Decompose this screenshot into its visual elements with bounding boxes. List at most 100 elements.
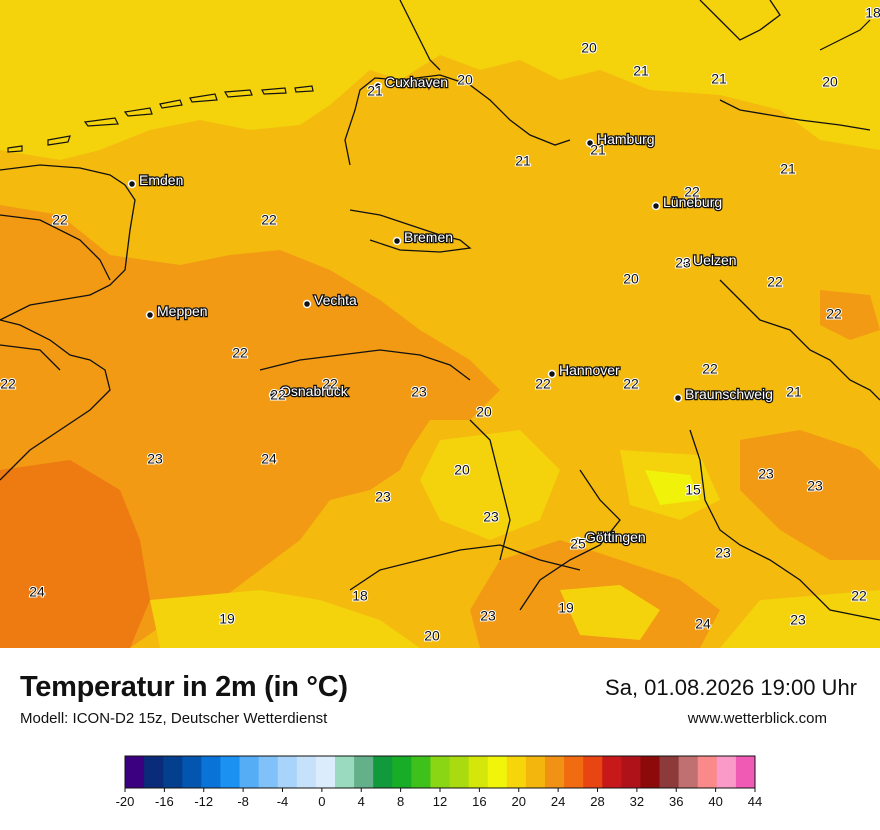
temperature-value: 22 — [261, 212, 277, 228]
city-marker — [651, 201, 661, 211]
city-marker — [373, 81, 383, 91]
city-marker — [585, 138, 595, 148]
legend-swatch — [125, 756, 145, 788]
legend-swatch — [716, 756, 737, 788]
city-label: Vechta — [314, 292, 357, 308]
temperature-value: 22 — [232, 345, 248, 361]
temperature-value: 21 — [515, 153, 531, 169]
legend-tick-label: 28 — [590, 794, 604, 809]
temperature-value: 22 — [535, 376, 551, 392]
temperature-value: 21 — [367, 83, 383, 99]
legend-swatch — [545, 756, 565, 788]
border-lines — [0, 0, 880, 621]
temperature-value: 22 — [322, 376, 338, 392]
temperature-value: 21 — [590, 142, 606, 158]
legend-swatch — [678, 756, 699, 788]
temperature-value: 23 — [375, 489, 391, 505]
legend-tick-label: 12 — [433, 794, 447, 809]
city-lüneburg[interactable]: Lüneburg — [651, 193, 723, 211]
legend-swatch — [468, 756, 489, 788]
legend-swatch — [430, 756, 451, 788]
temp-field-20 — [0, 0, 880, 160]
legend-tick-label: -4 — [277, 794, 289, 809]
legend-swatch — [525, 756, 546, 788]
legend-tick-label: -12 — [194, 794, 213, 809]
temperature-value: 23 — [483, 509, 499, 525]
temp-field-ne-22 — [820, 290, 880, 340]
legend-swatch — [697, 756, 718, 788]
city-marker — [681, 259, 691, 269]
city-marker — [268, 390, 278, 400]
city-hannover[interactable]: Hannover — [547, 361, 621, 379]
legend-swatch — [354, 756, 374, 788]
legend-swatch — [640, 756, 661, 788]
temperature-value: 22 — [0, 376, 16, 392]
temperature-value: 23 — [715, 545, 731, 561]
temperature-value: 19 — [219, 611, 235, 627]
city-label: Bremen — [404, 229, 453, 245]
legend-tick-label: 24 — [551, 794, 565, 809]
legend-swatch — [392, 756, 412, 788]
city-göttingen[interactable]: Göttingen — [573, 528, 647, 546]
temperature-value: 20 — [822, 74, 838, 90]
temperature-value: 24 — [261, 451, 277, 467]
map-title: Temperatur in 2m (in °C) — [20, 671, 348, 703]
city-label: Hamburg — [597, 131, 655, 147]
legend-tick-label: -8 — [237, 794, 249, 809]
temperature-value: 19 — [558, 600, 574, 616]
legend-swatch — [335, 756, 355, 788]
city-meppen[interactable]: Meppen — [145, 302, 209, 320]
legend-swatch — [373, 756, 393, 788]
temp-field-15 — [645, 470, 700, 505]
legend-tick-label: -20 — [116, 794, 135, 809]
website-link[interactable]: www.wetterblick.com — [687, 710, 827, 727]
map-footer: Temperatur in 2m (in °C) Modell: ICON-D2… — [0, 648, 880, 830]
city-label: Braunschweig — [685, 386, 773, 402]
legend-swatch — [621, 756, 641, 788]
temp-field-s-19 — [560, 585, 660, 640]
legend-swatch — [735, 756, 756, 788]
city-vechta[interactable]: Vechta — [302, 291, 358, 309]
city-marker — [673, 393, 683, 403]
temp-field-se-22 — [720, 590, 880, 648]
legend-swatch — [239, 756, 260, 788]
temperature-value: 20 — [476, 404, 492, 420]
temperature-value: 20 — [581, 40, 597, 56]
temperature-value: 23 — [675, 255, 691, 271]
legend-swatch — [449, 756, 470, 788]
temperature-value: 23 — [758, 466, 774, 482]
temperature-value: 21 — [633, 63, 649, 79]
city-label: Hannover — [559, 362, 620, 378]
city-bremen[interactable]: Bremen — [392, 228, 454, 246]
city-osnabrück[interactable]: Osnabrück — [268, 382, 350, 400]
city-braunschweig[interactable]: Braunschweig — [673, 385, 774, 403]
temperature-value: 18 — [865, 5, 880, 21]
legend-tick-label: 4 — [358, 794, 365, 809]
city-cuxhaven[interactable]: Cuxhaven — [373, 73, 449, 91]
city-marker — [127, 179, 137, 189]
legend-tick-label: 32 — [630, 794, 644, 809]
legend-swatch — [411, 756, 431, 788]
city-hamburg[interactable]: Hamburg — [585, 130, 656, 148]
legend-tick-label: 40 — [708, 794, 722, 809]
temperature-value: 18 — [352, 588, 368, 604]
temperature-map[interactable]: Cuxhaven Hamburg Emden Lüneburg Bremen Uelzen… — [0, 0, 880, 648]
islands — [7, 19, 871, 153]
legend-swatch — [220, 756, 241, 788]
temperature-value: 21 — [711, 71, 727, 87]
legend-ticks: -20 -16 -12 -8 -4 0 4 8 12 16 20 24 28 32 36 40 44 — [116, 788, 762, 809]
forecast-datetime: Sa, 01.08.2026 19:00 Uhr — [605, 675, 857, 700]
temperature-value: 22 — [623, 376, 639, 392]
city-label: Lüneburg — [663, 194, 722, 210]
city-emden[interactable]: Emden — [127, 171, 185, 189]
temperature-value: 21 — [786, 384, 802, 400]
legend-swatch — [182, 756, 202, 788]
temperature-value: 23 — [411, 384, 427, 400]
temperature-value: 23 — [790, 612, 806, 628]
temperature-value: 20 — [623, 271, 639, 287]
temperature-value: 20 — [457, 72, 473, 88]
city-uelzen[interactable]: Uelzen — [681, 251, 738, 269]
city-label: Uelzen — [693, 252, 737, 268]
legend-swatch — [296, 756, 317, 788]
legend-tick-label: 8 — [397, 794, 404, 809]
